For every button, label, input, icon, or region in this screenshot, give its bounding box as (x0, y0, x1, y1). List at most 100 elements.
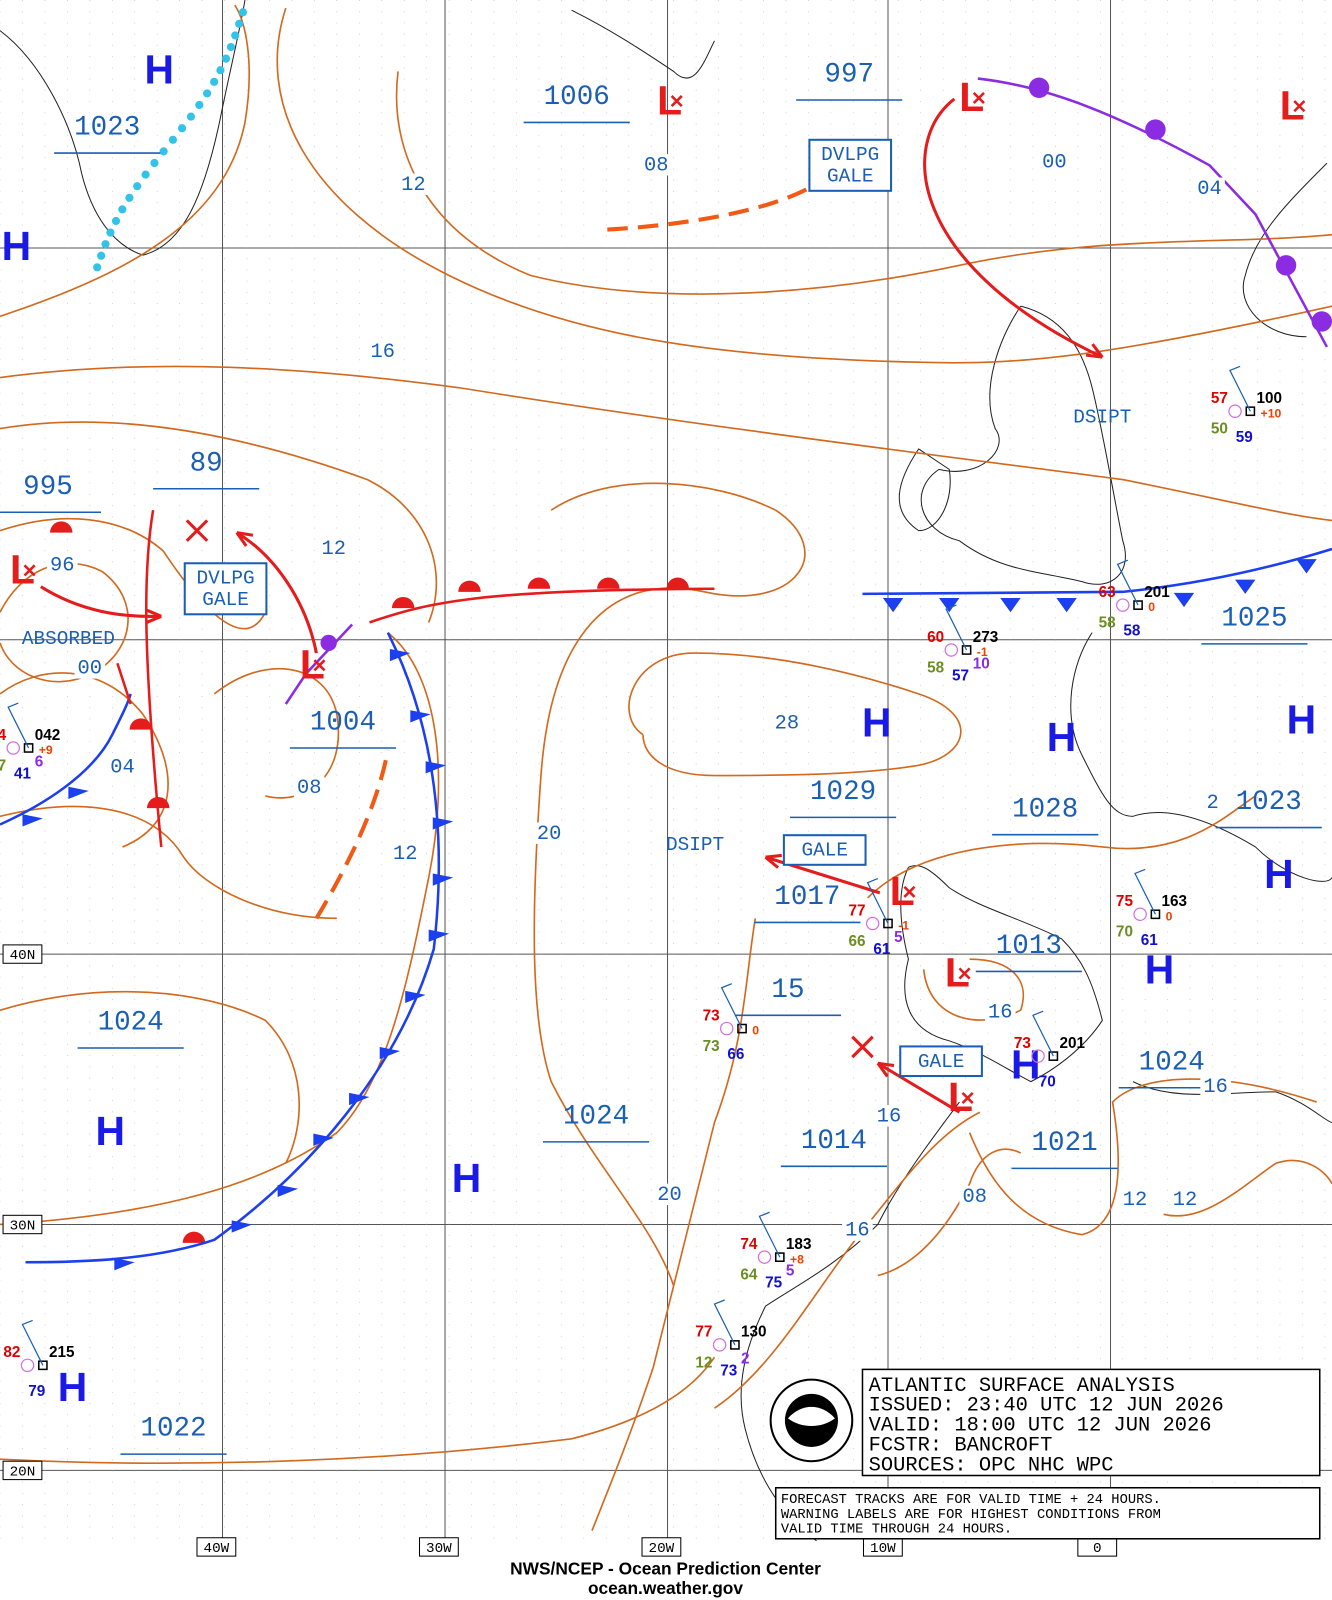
low-marker (972, 91, 985, 104)
forecast-position (185, 519, 209, 542)
station-tendency: 0 (752, 1024, 759, 1038)
station-sst: 75 (765, 1275, 783, 1292)
occlusion-lobe (1145, 119, 1166, 140)
station-dewpoint: 50 (1211, 421, 1228, 438)
station-temp: 63 (1099, 584, 1116, 601)
info-line: ATLANTIC SURFACE ANALYSIS (869, 1375, 1175, 1398)
isobar (276, 7, 1332, 364)
warm-front-lobe (666, 577, 689, 589)
note-box (774, 1486, 1321, 1540)
isobar-label: 2 (1206, 792, 1218, 815)
high-center: H (1011, 1042, 1040, 1088)
lon-label: 0 (1093, 1541, 1102, 1557)
warm-front (369, 587, 715, 624)
coastline (571, 9, 715, 79)
status-label: DSIPT (1073, 406, 1131, 428)
station-pressure: 042 (35, 727, 61, 744)
isobar-label-bg (771, 712, 803, 734)
station-pressure: 201 (1059, 1035, 1085, 1052)
station-marker (1150, 909, 1161, 920)
station-sst: 70 (1039, 1074, 1056, 1091)
station-cloud (757, 1250, 772, 1264)
ice-edge-dot (195, 100, 204, 110)
coastline (0, 0, 246, 256)
station-pressure: 273 (973, 629, 999, 646)
ice-edge-dot (238, 8, 248, 17)
pressure-label: 1021 (1032, 1128, 1098, 1159)
isobar (877, 1148, 1022, 1277)
wind-barb (945, 604, 968, 651)
isobar-label: 08 (963, 1186, 988, 1209)
forecast-arrowhead (145, 608, 162, 625)
lat-label: 30N (10, 1219, 36, 1235)
isobar-label: 08 (644, 154, 669, 177)
station-temp: 73 (703, 1007, 720, 1024)
lon-label-box (641, 1537, 682, 1557)
cold-front-barb (349, 1092, 370, 1106)
coastline (920, 305, 1126, 585)
wind-barb (21, 1319, 44, 1366)
isobar (0, 1356, 716, 1464)
station-cloud (865, 916, 880, 931)
pressure-label: 15 (771, 975, 804, 1006)
occlusion-lobe (320, 634, 337, 652)
isobar (628, 652, 962, 777)
ice-edge-dot (101, 240, 110, 249)
station-cloud (1228, 404, 1242, 418)
stationary-barb (1056, 597, 1077, 613)
station-weather: 5 (786, 1263, 795, 1280)
isobar-label: 04 (1197, 178, 1222, 201)
isobar-label-bg (1119, 1188, 1151, 1211)
coastline (1070, 632, 1332, 882)
station-cloud (20, 1358, 35, 1373)
high-center: H (95, 1108, 124, 1154)
pressure-label: 1004 (310, 708, 376, 739)
isobar-label: 12 (401, 174, 426, 197)
ice-edge-dot (235, 19, 244, 28)
station-dewpoint: 58 (927, 659, 945, 676)
high-center: H (1264, 851, 1293, 897)
ice-edge-dot (93, 263, 102, 272)
station-pressure: 100 (1256, 390, 1282, 407)
warning-text: GALE (202, 589, 249, 611)
isobar-label-bg (367, 340, 399, 363)
ice-edge-dot (231, 31, 240, 40)
pressure-label: 1028 (1012, 794, 1078, 825)
station-temp: 57 (1211, 390, 1228, 407)
station-weather: 6 (35, 753, 44, 770)
isobar-label: 96 (50, 554, 75, 577)
station-weather: 10 (973, 655, 990, 672)
ice-edge-dot (133, 182, 142, 191)
station-cloud (1116, 598, 1130, 612)
trough (607, 181, 818, 232)
isobar-label-bg (107, 756, 138, 778)
lat-label-box (2, 1214, 43, 1235)
wind-barb (1032, 1010, 1054, 1057)
station-dewpoint: 64 (740, 1267, 758, 1284)
cold-front-barb (389, 648, 411, 662)
stationary-barb (1173, 592, 1195, 608)
station-dewpoint: 66 (849, 933, 866, 950)
ice-edge-dot (159, 147, 168, 156)
isobar-label: 12 (1123, 1189, 1148, 1212)
station-cloud (1031, 1049, 1045, 1063)
wind-barb (758, 1211, 781, 1258)
pressure-label: 1029 (810, 777, 876, 808)
isobar (922, 958, 1025, 1021)
isobar-label-bg (873, 1105, 905, 1127)
station-pressure: 201 (1144, 584, 1170, 601)
low-marker (958, 967, 971, 980)
isobar (0, 421, 438, 623)
lon-label: 40W (204, 1541, 230, 1557)
station-weather: 2 (741, 1350, 750, 1367)
warning-box (183, 562, 268, 616)
low-marker (313, 659, 326, 672)
lon-label-box (418, 1537, 459, 1557)
pressure-label: 89 (190, 448, 223, 479)
isobar-label-bg (1169, 1188, 1201, 1211)
isobar (0, 632, 440, 1226)
stationary-barb (1000, 597, 1021, 613)
warm-front-lobe (597, 577, 620, 589)
station-tendency: +9 (39, 743, 53, 757)
